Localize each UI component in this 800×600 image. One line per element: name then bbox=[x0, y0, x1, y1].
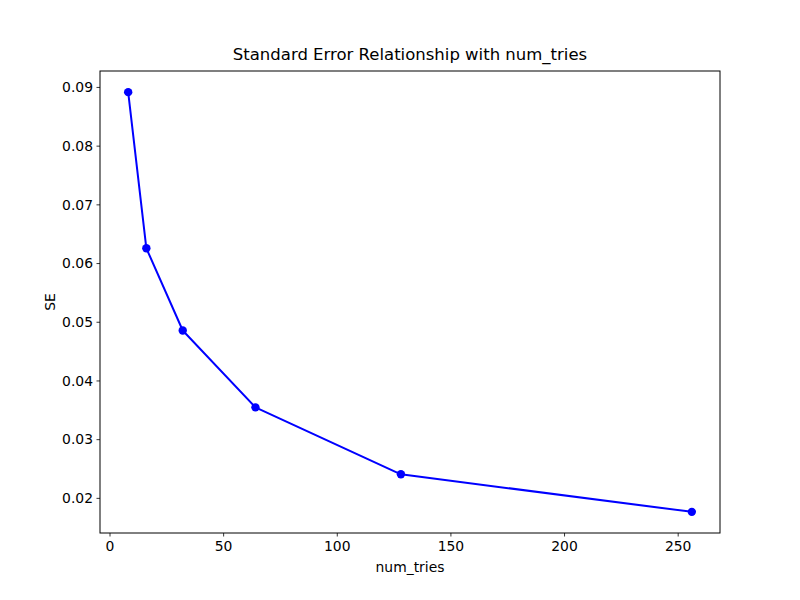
y-tick-label: 0.09 bbox=[62, 79, 93, 95]
data-point-marker bbox=[124, 88, 132, 96]
y-tick-label: 0.03 bbox=[62, 431, 93, 447]
x-tick-label: 50 bbox=[215, 538, 233, 554]
data-point-marker bbox=[688, 508, 696, 516]
y-tick-label: 0.02 bbox=[62, 490, 93, 506]
data-point-marker bbox=[397, 470, 405, 478]
data-line bbox=[128, 92, 692, 512]
x-tick-label: 200 bbox=[551, 538, 578, 554]
x-tick-label: 250 bbox=[665, 538, 692, 554]
x-tick-label: 100 bbox=[324, 538, 351, 554]
chart-title: Standard Error Relationship with num_tri… bbox=[233, 45, 587, 65]
line-chart: Standard Error Relationship with num_tri… bbox=[0, 0, 800, 600]
y-tick-label: 0.06 bbox=[62, 255, 93, 271]
plot-border bbox=[100, 71, 720, 533]
data-point-marker bbox=[251, 403, 259, 411]
x-tick-label: 150 bbox=[438, 538, 465, 554]
x-tick-label: 0 bbox=[106, 538, 115, 554]
figure: Standard Error Relationship with num_tri… bbox=[0, 0, 800, 600]
plot-area: 0 50 100 150 200 250 0.02 0.03 0.04 0.05 0.06 0.07 0… bbox=[62, 71, 720, 554]
data-point-marker bbox=[142, 244, 150, 252]
data-point-marker bbox=[179, 326, 187, 334]
y-tick-label: 0.05 bbox=[62, 314, 93, 330]
y-tick-label: 0.04 bbox=[62, 373, 93, 389]
x-axis-label: num_tries bbox=[376, 559, 445, 575]
y-tick-label: 0.07 bbox=[62, 197, 93, 213]
y-tick-label: 0.08 bbox=[62, 138, 93, 154]
y-axis-label: SE bbox=[42, 293, 58, 311]
